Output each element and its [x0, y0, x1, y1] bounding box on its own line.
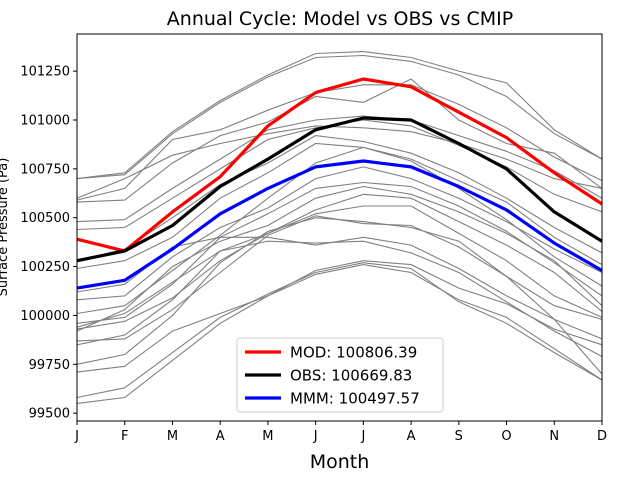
ensemble-line-5 [76, 125, 603, 199]
y-tick-label: 100750 [20, 162, 70, 177]
y-tick-label: 99500 [29, 407, 70, 422]
x-tick-label: D [597, 429, 607, 444]
ensemble-line-15 [76, 205, 603, 330]
ensemble-line-12 [76, 181, 603, 324]
legend-entry-mmm-label: MMM: 100497.57 [290, 390, 420, 408]
x-tick-label: O [501, 429, 511, 444]
ensemble-line-6 [76, 115, 603, 223]
x-tick-label: M [167, 429, 178, 444]
x-axis-label: Month [310, 451, 370, 473]
x-tick-label: F [121, 429, 128, 444]
ensemble-line-22 [76, 264, 603, 404]
x-tick-label: M [262, 429, 273, 444]
ensemble-line-8 [76, 135, 603, 262]
ensemble-line-11 [76, 166, 603, 301]
y-tick-label: 101000 [20, 114, 70, 129]
highlight-lines [76, 77, 603, 290]
ensemble-line-20 [76, 260, 603, 373]
ensemble-line-21 [76, 262, 603, 399]
y-tick-label: 100500 [20, 211, 70, 226]
legend-entry-obs-label: OBS: 100669.83 [290, 367, 412, 385]
ensemble-line-9 [76, 142, 603, 270]
plot-frame [76, 33, 603, 422]
y-axis-label: Surface Pressure (Pa) [0, 158, 11, 297]
mmm-line [76, 159, 603, 290]
legend-frame [236, 337, 444, 413]
legend: MOD: 100806.39 OBS: 100669.83 MMM: 100497.… [236, 337, 444, 413]
x-tick-label: J [360, 429, 365, 444]
ensemble-line-16 [76, 236, 603, 340]
x-tick-label: J [313, 429, 318, 444]
ensemble-line-13 [76, 185, 603, 332]
ensemble-line-7 [76, 119, 603, 231]
x-tick-label: N [549, 429, 559, 444]
obs-line [76, 116, 603, 263]
y-tick-label: 99750 [29, 358, 70, 373]
x-tick-label: J [74, 429, 79, 444]
ensemble-line-1 [76, 51, 603, 180]
y-tick-label: 101250 [20, 65, 70, 80]
x-tick-label: A [216, 429, 225, 444]
ensemble-line-19 [76, 217, 603, 375]
x-tick-label: A [407, 429, 416, 444]
ensemble-line-18 [76, 240, 603, 357]
ensemble-lines [76, 51, 603, 404]
y-axis: 99500 99750 100000 100250 100500 100750 101000… [20, 65, 77, 422]
ensemble-line-3 [76, 84, 603, 201]
ensemble-line-14 [76, 193, 603, 328]
y-tick-label: 100000 [20, 309, 70, 324]
x-tick-label: S [455, 429, 463, 444]
chart-title: Annual Cycle: Model vs OBS vs CMIP [167, 8, 513, 30]
legend-entry-mod-label: MOD: 100806.39 [290, 344, 417, 362]
mod-line [76, 77, 603, 253]
ensemble-line-2 [76, 54, 603, 180]
y-tick-label: 100250 [20, 260, 70, 275]
